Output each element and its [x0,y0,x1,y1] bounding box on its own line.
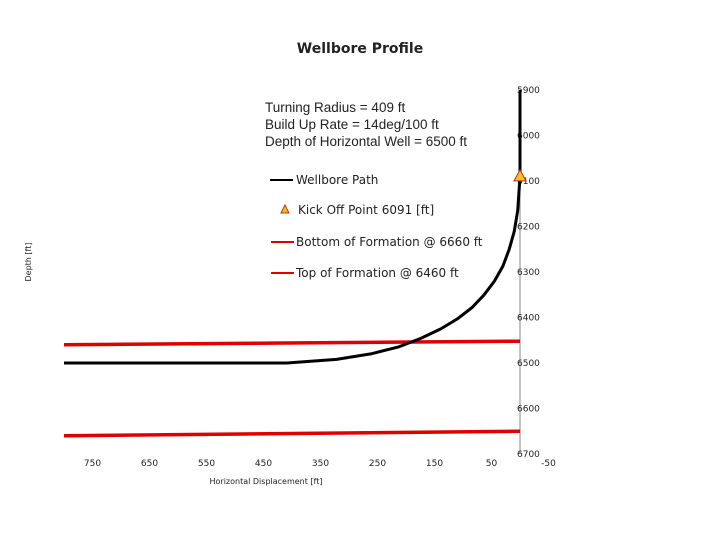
annotation-line-build-up-rate: Build Up Rate = 14deg/100 ft [265,117,439,132]
series-top-of-formation-6460-ft-line [63,339,521,347]
legend-swatch-kick-off-point [280,203,290,214]
legend-label-kick-off-point: Kick Off Point 6091 [ft] [298,203,434,217]
plot-area: 5900 6000 6100 6200 6300 6400 6500 6600 6700 750… [63,86,556,469]
y-tick-5900: 5900 [517,86,540,96]
x-tick-labels: 750 650 550 450 350 250 150 50 -50 [84,459,556,469]
y-tick-6000: 6000 [517,132,540,142]
y-tick-6500: 6500 [517,359,540,369]
x-tick-750: 750 [84,459,101,469]
y-tick-labels: 5900 6000 6100 6200 6300 6400 6500 6600 6700 [517,86,540,460]
annotation-box: Turning Radius = 409 ft Build Up Rate = … [265,100,467,149]
x-tick-550: 550 [198,459,215,469]
x-tick-50: -50 [541,459,556,469]
x-tick-350: 350 [312,459,329,469]
legend-label-top-formation: Top of Formation @ 6460 ft [295,266,459,280]
x-tick-450: 450 [255,459,272,469]
chart-title: Wellbore Profile [297,41,423,57]
x-tick-250: 250 [369,459,386,469]
y-tick-6600: 6600 [517,405,540,415]
y-tick-6100: 6100 [517,177,540,187]
legend-label-bottom-formation: Bottom of Formation @ 6660 ft [296,235,483,249]
y-tick-6200: 6200 [517,223,540,233]
series-layer [63,90,527,438]
y-tick-6300: 6300 [517,268,540,278]
x-axis-label: Horizontal Displacement [ft] [210,477,323,486]
series-bottom-of-formation-6660-ft-line [63,429,521,438]
annotation-line-horizontal-depth: Depth of Horizontal Well = 6500 ft [265,134,467,149]
legend: Wellbore Path Kick Off Point 6091 [ft] B… [270,173,483,280]
x-tick-650: 650 [141,459,158,469]
legend-label-wellbore-path: Wellbore Path [296,173,378,187]
series-kick-off-point-6091-ft-marker [513,168,527,182]
x-tick-50: 50 [486,459,498,469]
y-tick-6700: 6700 [517,450,540,460]
y-tick-6400: 6400 [517,314,540,324]
x-tick-150: 150 [426,459,443,469]
series-wellbore-path-line [64,90,522,365]
y-axis-label: Depth [ft] [24,243,33,282]
annotation-line-turning-radius: Turning Radius = 409 ft [265,100,405,115]
